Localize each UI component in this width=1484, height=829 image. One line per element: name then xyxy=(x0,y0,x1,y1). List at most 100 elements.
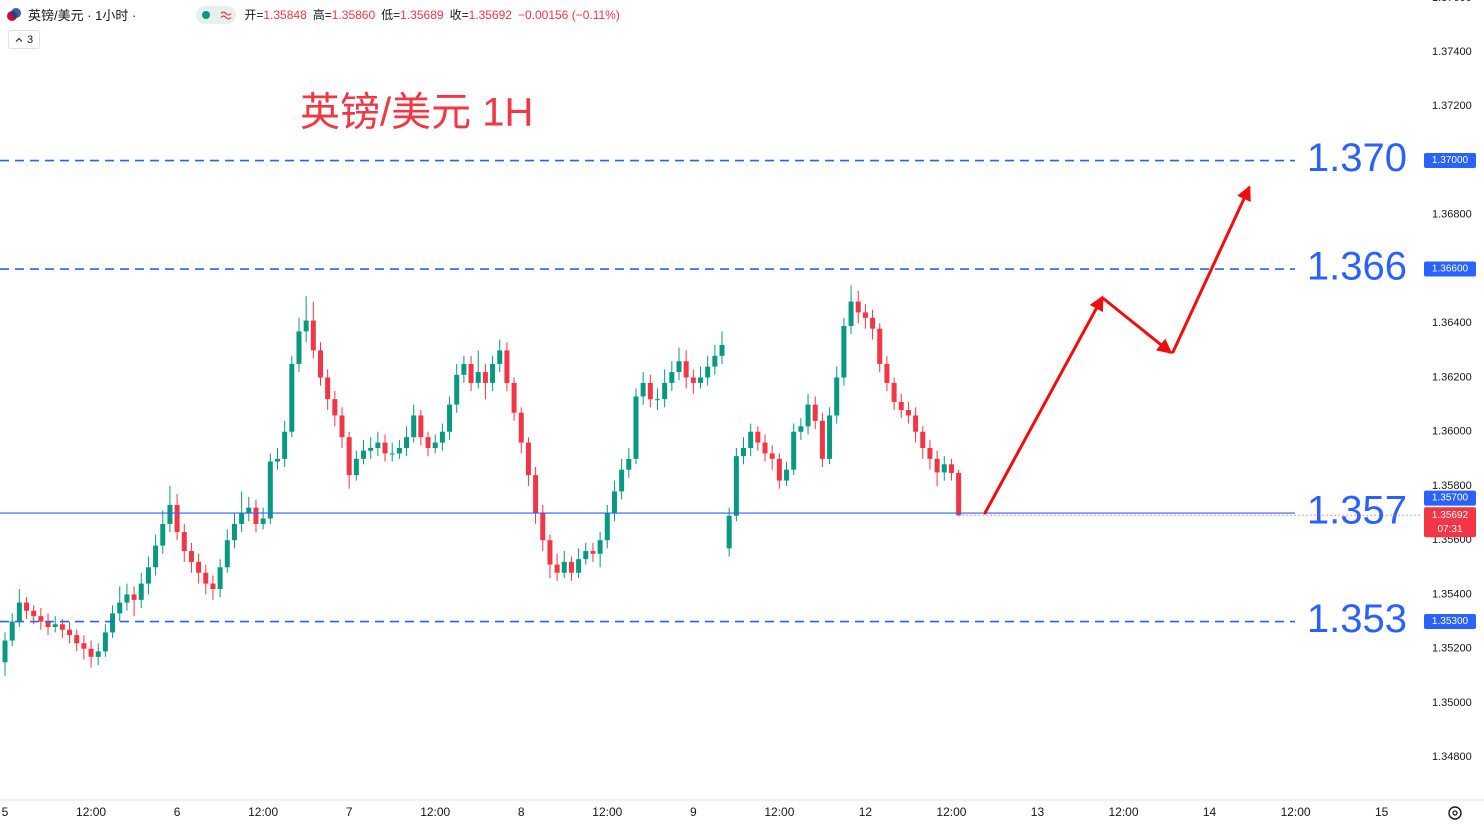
level-label: 1.353 xyxy=(1307,597,1407,641)
last-price-label: 1.35692 xyxy=(1432,510,1469,521)
candle-body xyxy=(956,472,962,516)
candle-body xyxy=(705,366,711,378)
candle-body xyxy=(697,377,703,383)
candle-body xyxy=(181,532,187,552)
candle-body xyxy=(776,458,782,481)
candle-body xyxy=(52,624,58,627)
candle-body xyxy=(375,442,381,448)
arrow xyxy=(1102,297,1173,354)
candle-body xyxy=(224,540,230,568)
x-tick-label: 12:00 xyxy=(248,805,278,819)
candle-body xyxy=(540,513,546,541)
candle-body xyxy=(217,567,223,590)
candle-body xyxy=(604,513,610,541)
candle-body xyxy=(67,629,73,636)
candle-body xyxy=(16,602,22,622)
candle-body xyxy=(31,610,37,617)
y-tick-label: 1.35400 xyxy=(1432,588,1472,600)
y-tick-label: 1.35800 xyxy=(1432,480,1472,492)
ohlc-value: 1.35860 xyxy=(331,8,376,22)
x-tick-label: 12:00 xyxy=(1281,805,1311,819)
candle-body xyxy=(554,564,560,573)
candle-body xyxy=(482,372,488,383)
x-tick-label: 5 xyxy=(2,805,9,819)
candle-body xyxy=(447,404,453,432)
candle-body xyxy=(891,382,897,402)
candle-body xyxy=(253,507,259,524)
level-tag xyxy=(1424,261,1476,277)
candle-body xyxy=(131,594,137,600)
candle-body xyxy=(468,363,474,383)
arrow xyxy=(1171,185,1251,354)
x-tick-label: 13 xyxy=(1031,805,1045,819)
candle-body xyxy=(525,442,531,476)
candle-body xyxy=(353,458,359,476)
level-tag xyxy=(1424,614,1476,630)
candle-body xyxy=(654,399,660,401)
candle-body xyxy=(855,301,861,313)
candle-body xyxy=(561,561,567,573)
candle-body xyxy=(784,469,790,481)
candle-body xyxy=(174,504,180,533)
x-tick-label: 12:00 xyxy=(764,805,794,819)
candle-body xyxy=(533,475,539,514)
candle-body xyxy=(296,331,302,364)
gear[interactable] xyxy=(1448,806,1462,820)
candle-body xyxy=(848,301,854,326)
candle-body xyxy=(741,448,747,457)
symbol[interactable]: 英镑/美元 · 1小时 · xyxy=(28,8,137,23)
candle-body xyxy=(88,648,94,657)
x-tick-label: 15 xyxy=(1375,805,1389,819)
candle-body xyxy=(669,372,675,383)
candle-body xyxy=(124,594,130,603)
y-tick-label: 1.35000 xyxy=(1432,697,1472,709)
candle-body xyxy=(834,377,840,416)
x-tick-label: 8 xyxy=(518,805,525,819)
candle-body xyxy=(461,363,467,375)
x-tick-label: 12:00 xyxy=(76,805,106,819)
candle-body xyxy=(95,651,101,657)
gear-center[interactable] xyxy=(1452,810,1458,816)
level-tag xyxy=(1424,153,1476,169)
candle-body xyxy=(719,344,725,356)
candle-body xyxy=(798,426,804,432)
candle-body xyxy=(303,320,309,332)
candle-body xyxy=(805,404,811,427)
flag-icon xyxy=(7,7,21,21)
candle-body xyxy=(346,437,352,476)
candle-body xyxy=(690,377,696,383)
candle-body xyxy=(511,382,517,413)
candle-body xyxy=(791,431,797,470)
candle-body xyxy=(454,374,460,405)
candle-body xyxy=(117,602,123,614)
candle-body xyxy=(590,551,596,554)
candle-body xyxy=(576,559,582,573)
candle-body xyxy=(102,632,108,652)
x-tick-label: 14 xyxy=(1203,805,1217,819)
candle-body xyxy=(260,518,266,524)
candle-body xyxy=(827,415,833,459)
candle-body xyxy=(662,382,668,400)
candle-body xyxy=(884,363,890,383)
candle-body xyxy=(948,464,954,473)
y-tick-label: 1.36800 xyxy=(1432,209,1472,221)
y-tick-label: 1.37400 xyxy=(1432,46,1472,58)
candle-body xyxy=(203,572,209,584)
y-tick-label: 1.36400 xyxy=(1432,317,1472,329)
level-tag xyxy=(1424,490,1476,506)
candle-body xyxy=(160,523,166,546)
forecast-arrows xyxy=(983,185,1251,515)
arrow xyxy=(983,295,1104,515)
candle-body xyxy=(110,613,116,633)
settings-icon[interactable] xyxy=(1448,806,1462,820)
ohlc-label: 开= xyxy=(244,8,264,22)
status-pill[interactable] xyxy=(196,5,237,24)
candle-body xyxy=(24,602,30,611)
x-tick-label: 12:00 xyxy=(1109,805,1139,819)
indicator-toggle[interactable]: 3 xyxy=(8,30,41,49)
candle-body xyxy=(188,551,194,562)
candle-body xyxy=(425,437,431,448)
countdown: 07:31 xyxy=(1437,524,1462,535)
candle-body xyxy=(45,621,51,627)
